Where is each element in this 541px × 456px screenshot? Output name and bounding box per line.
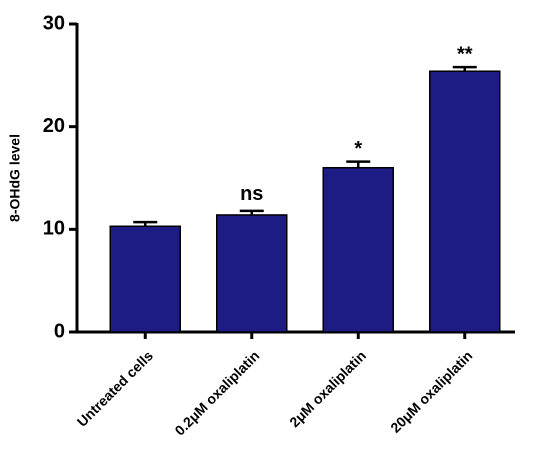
bar	[322, 166, 394, 333]
x-tick-label: 0.2μM oxaliplatin	[171, 347, 262, 438]
y-tick-label: 30	[43, 12, 65, 34]
error-bar	[346, 160, 371, 168]
significance-label: ns	[240, 183, 263, 205]
y-tick-label: 20	[43, 115, 65, 137]
significance-label: *	[354, 138, 362, 160]
x-tick-label: 2μM oxaliplatin	[286, 347, 369, 430]
x-tick-label: Untreated cells	[74, 347, 156, 429]
error-bar	[239, 209, 264, 215]
error-bar	[452, 65, 477, 72]
y-tick-label: 10	[43, 218, 65, 240]
x-tick-label: 20μM oxaliplatin	[387, 347, 475, 435]
bar	[429, 70, 501, 333]
significance-label: **	[457, 43, 473, 65]
bar	[109, 225, 181, 333]
y-tick-label: 0	[54, 320, 65, 342]
bar	[216, 214, 288, 333]
error-bar	[133, 220, 158, 227]
y-axis-label: 8-OHdG level	[7, 134, 23, 222]
